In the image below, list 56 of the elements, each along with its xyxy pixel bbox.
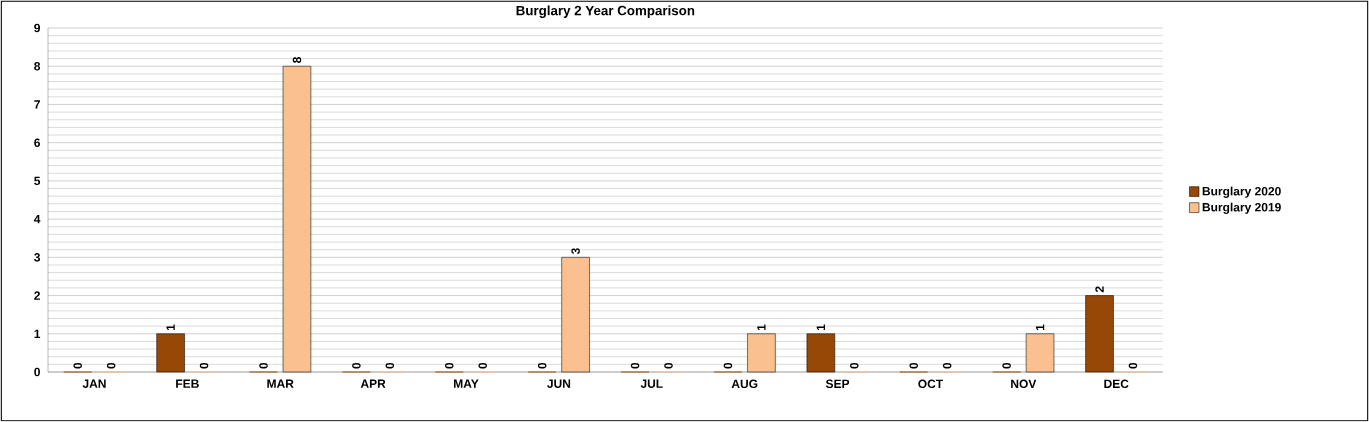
bar — [1025, 333, 1055, 373]
data-label: 0 — [909, 362, 918, 369]
data-label: 1 — [757, 324, 766, 331]
x-tick-label: JUL — [640, 379, 663, 388]
bar — [1085, 295, 1114, 373]
data-label: 0 — [630, 362, 640, 369]
data-label: 1 — [816, 324, 825, 331]
bar — [747, 333, 776, 373]
y-tick-label: 7 — [34, 100, 40, 109]
x-tick-label: MAR — [267, 379, 294, 388]
data-label: 0 — [445, 362, 454, 369]
y-tick-label: 5 — [34, 176, 41, 186]
data-label: 0 — [478, 362, 487, 369]
x-tick-label: MAY — [454, 379, 479, 388]
data-label: 1 — [166, 324, 175, 331]
x-tick-label: APR — [360, 379, 386, 388]
x-tick-label: JAN — [82, 379, 106, 388]
y-tick-label: 4 — [33, 214, 41, 224]
legend-label: Burglary 2019 — [1202, 202, 1281, 214]
data-label: 0 — [385, 362, 395, 369]
data-label: 0 — [537, 362, 547, 369]
x-tick-label: SEP — [825, 379, 850, 389]
x-tick-label: JUN — [547, 379, 571, 388]
y-tick-label: 8 — [34, 61, 41, 71]
x-tick-label: OCT — [918, 379, 943, 389]
legend-label: Burglary 2020 — [1202, 186, 1281, 198]
data-label: 8 — [292, 56, 302, 63]
bar — [282, 65, 312, 373]
x-tick-label: NOV — [1011, 379, 1037, 389]
data-label: 0 — [259, 362, 268, 369]
x-tick-label: FEB — [176, 379, 199, 388]
chart-title: Burglary 2 Year Comparison — [516, 5, 695, 18]
y-tick-label: 0 — [34, 367, 40, 377]
bar — [806, 333, 836, 373]
y-tick-label: 6 — [34, 138, 41, 147]
data-label: 0 — [942, 362, 952, 369]
y-tick-label: 2 — [34, 291, 40, 300]
bar — [561, 257, 590, 373]
y-tick-label: 9 — [34, 23, 41, 33]
x-tick-label: DEC — [1104, 379, 1129, 389]
y-tick-label: 1 — [34, 329, 41, 338]
data-label: 0 — [1128, 362, 1138, 369]
data-label: 3 — [571, 248, 580, 255]
data-label: 0 — [664, 362, 673, 369]
data-label: 0 — [73, 362, 82, 369]
data-label: 0 — [106, 362, 116, 369]
data-label: 0 — [1002, 362, 1011, 369]
data-label: 0 — [199, 362, 209, 369]
y-tick-label: 3 — [34, 253, 41, 262]
bar — [156, 333, 185, 373]
data-label: 0 — [850, 362, 859, 369]
x-tick-label: AUG — [731, 379, 758, 389]
data-label: 0 — [352, 362, 361, 369]
data-label: 1 — [1035, 324, 1045, 331]
data-label: 0 — [723, 362, 733, 369]
data-label: 2 — [1095, 286, 1104, 293]
